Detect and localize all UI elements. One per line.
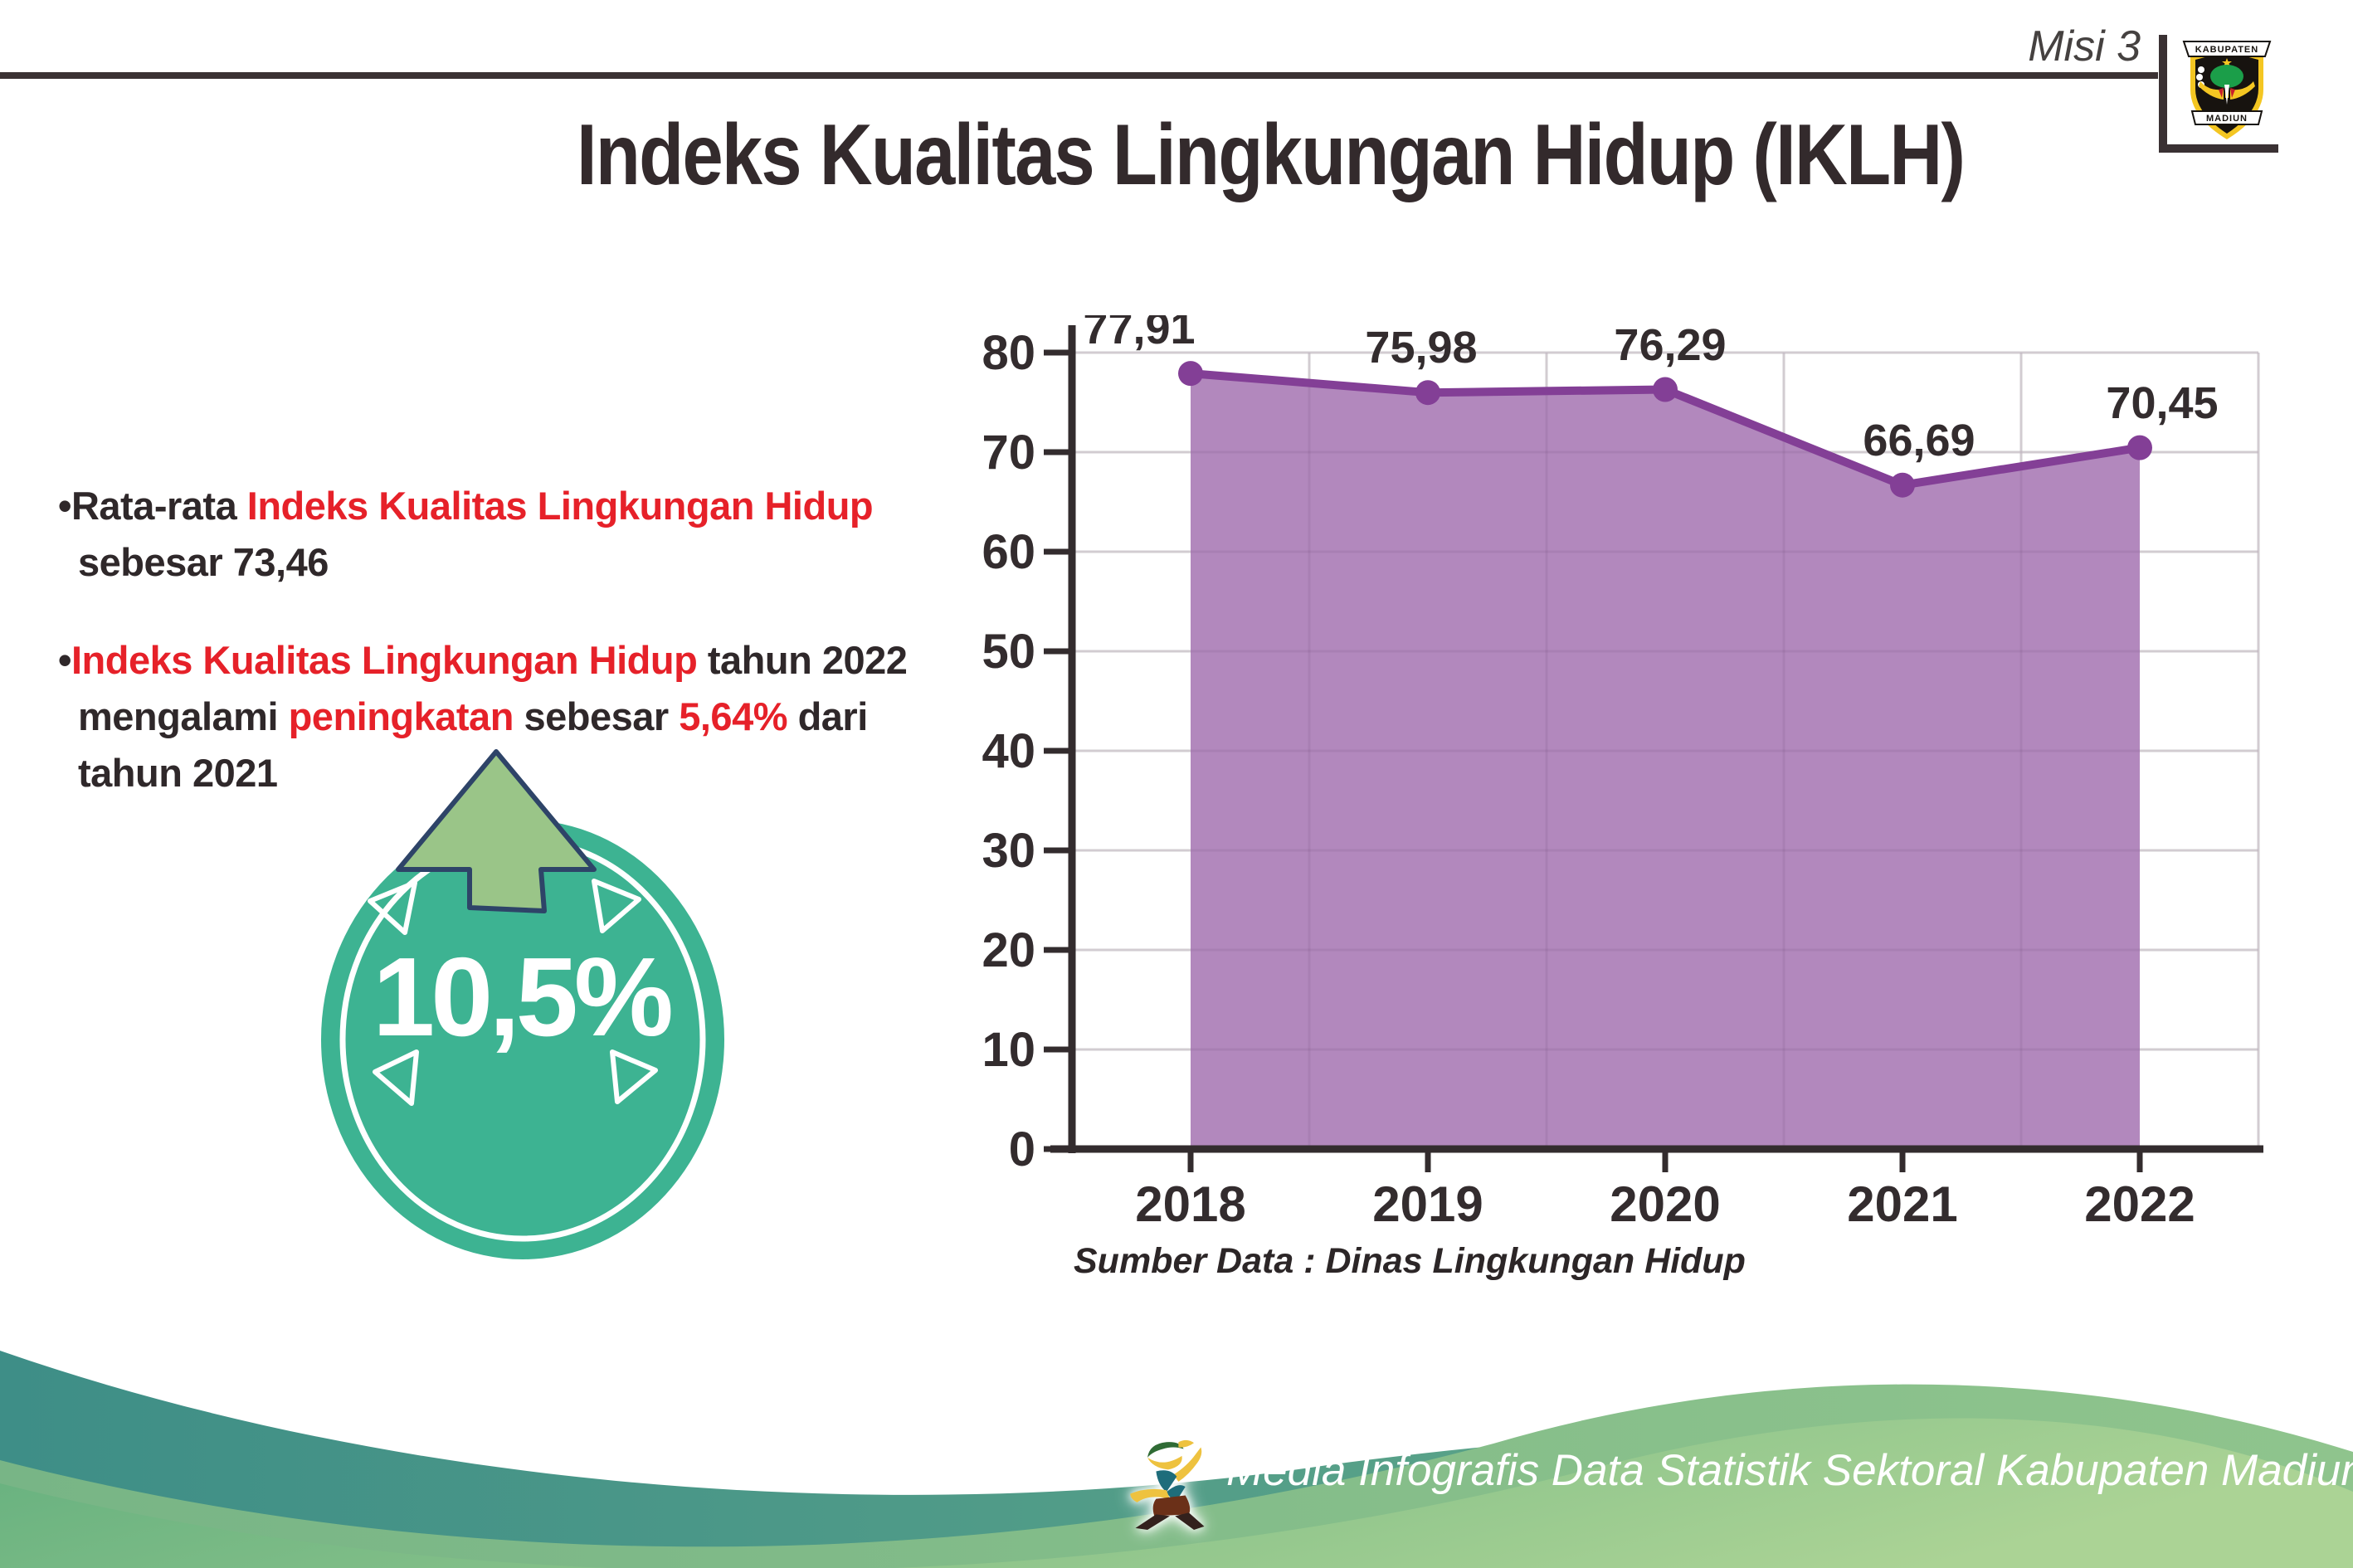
bullet-line: tahun 2021 — [58, 745, 1004, 801]
flame-right — [2230, 88, 2235, 98]
bullet-line: mengalami peningkatan sebesar 5,64% dari — [58, 689, 1004, 745]
logo-frame-vertical — [2159, 35, 2167, 153]
wing-left — [2199, 81, 2224, 100]
page-title: Indeks Kualitas Lingkungan Hidup (IKLH) — [577, 107, 1966, 203]
bullet-text-segment: tahun 2022 — [697, 638, 908, 682]
x-axis-ticks: 2018 2019 2020 2021 2022 — [1135, 1152, 2195, 1232]
svg-text:70: 70 — [982, 426, 1035, 480]
svg-text:70,45: 70,45 — [2106, 378, 2218, 428]
svg-text:75,98: 75,98 — [1365, 323, 1477, 373]
iklh-area-chart: 0 10 20 30 40 50 60 70 80 2018 2019 2020 2021 2022 77,… — [982, 315, 2263, 1232]
badge-circle — [321, 820, 724, 1259]
mascot-leg-left — [1135, 1514, 1170, 1530]
misi-label: Misi 3 — [2028, 22, 2141, 71]
bullet-text-segment: tahun 2021 — [78, 751, 278, 795]
footer-waves — [0, 1351, 2353, 1568]
bullet-text-segment: dari — [787, 694, 869, 738]
up-arrow-icon — [396, 749, 597, 913]
gridlines-overlay — [1072, 351, 2260, 1149]
svg-text:66,69: 66,69 — [1863, 416, 1975, 465]
source-note: Sumber Data : Dinas Lingkungan Hidup — [1074, 1241, 1746, 1281]
mascot-skirt — [1152, 1495, 1191, 1517]
spark-ne — [592, 879, 641, 933]
mascot-hair — [1147, 1442, 1184, 1458]
logo-top-text: KABUPATEN — [2195, 45, 2258, 55]
mascot-leaf — [1178, 1439, 1195, 1448]
mascot-sash2 — [1166, 1485, 1186, 1501]
y-axis-ticks: 0 10 20 30 40 50 60 70 80 — [982, 326, 1070, 1176]
mascot-leg-right — [1175, 1512, 1205, 1530]
svg-text:10: 10 — [982, 1023, 1035, 1077]
svg-text:40: 40 — [982, 724, 1035, 778]
svg-text:20: 20 — [982, 923, 1035, 977]
svg-text:50: 50 — [982, 625, 1035, 679]
svg-text:2018: 2018 — [1135, 1176, 1245, 1232]
spark-nw — [368, 880, 417, 935]
banner-top — [2182, 41, 2272, 57]
wave-main — [0, 1418, 2353, 1568]
bullet-text-segment: • — [58, 638, 71, 682]
bullet-line: •Rata-rata Indeks Kualitas Lingkungan Hi… — [58, 478, 1004, 534]
spear-icon — [2224, 85, 2229, 105]
logo-frame-horizontal — [2159, 144, 2278, 153]
bullet-text-segment: mengalami — [78, 694, 289, 738]
data-points — [1178, 361, 2152, 498]
bullet-item: •Indeks Kualitas Lingkungan Hidup tahun … — [58, 632, 1004, 801]
svg-text:2020: 2020 — [1610, 1176, 1720, 1232]
cotton-icon — [2196, 74, 2203, 80]
svg-text:80: 80 — [982, 326, 1035, 380]
bullet-text-segment: sebesar — [513, 694, 680, 738]
svg-text:2022: 2022 — [2084, 1176, 2195, 1232]
mascot-sash — [1156, 1470, 1177, 1493]
mascot-face — [1147, 1455, 1182, 1470]
data-labels: 77,91 75,98 76,29 66,69 70,45 — [1083, 315, 2218, 465]
increase-badge: 10,5% — [321, 749, 724, 1259]
svg-text:0: 0 — [1009, 1122, 1035, 1176]
footer-caption: Media Infografis Data Statistik Sektoral… — [1226, 1446, 2353, 1495]
mascot-scarf — [1130, 1488, 1170, 1502]
bullet-text-segment: 5,64% — [679, 694, 788, 738]
bullet-notes: •Rata-rata Indeks Kualitas Lingkungan Hi… — [58, 478, 1004, 843]
spark-sw — [373, 1049, 419, 1106]
svg-text:2019: 2019 — [1372, 1176, 1483, 1232]
mascot-icon — [1130, 1439, 1205, 1530]
bullet-line: sebesar 73,46 — [58, 534, 1004, 591]
mascot-arm — [1173, 1447, 1202, 1482]
bullet-text-segment: peningkatan — [288, 694, 514, 738]
svg-text:30: 30 — [982, 824, 1035, 878]
bullet-text-segment: Rata-rata — [71, 484, 247, 528]
bullet-item: •Rata-rata Indeks Kualitas Lingkungan Hi… — [58, 478, 1004, 591]
cotton-icon — [2198, 66, 2204, 73]
spark-se — [610, 1049, 658, 1104]
area-fill — [1191, 373, 2140, 1147]
bullet-text-segment: • — [58, 484, 71, 528]
bullet-text-segment: Indeks Kualitas Lingkungan Hidup — [71, 638, 698, 682]
svg-text:2021: 2021 — [1847, 1176, 1957, 1232]
tree-canopy — [2210, 65, 2243, 88]
wing-right — [2230, 81, 2255, 100]
bullet-text-segment: sebesar 73,46 — [78, 540, 329, 584]
flame-left — [2219, 88, 2224, 98]
svg-text:60: 60 — [982, 525, 1035, 579]
svg-text:77,91: 77,91 — [1083, 315, 1195, 353]
bullet-text-segment: Indeks Kualitas Lingkungan Hidup — [246, 484, 874, 528]
top-rule — [0, 72, 2158, 79]
kabupaten-madiun-logo: KABUPATEN MADIUN — [2182, 41, 2272, 139]
svg-text:76,29: 76,29 — [1614, 320, 1726, 370]
banner-bottom — [2190, 110, 2263, 125]
bullet-line: •Indeks Kualitas Lingkungan Hidup tahun … — [58, 632, 1004, 689]
badge-value: 10,5% — [373, 934, 671, 1059]
logo-bottom-text: MADIUN — [2206, 114, 2248, 124]
